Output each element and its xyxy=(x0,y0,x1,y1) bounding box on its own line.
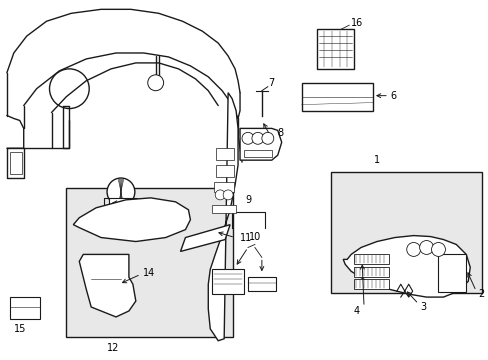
Text: 10: 10 xyxy=(248,231,261,242)
Polygon shape xyxy=(240,129,281,160)
Text: 1: 1 xyxy=(373,155,379,165)
Circle shape xyxy=(419,240,433,255)
Bar xyxy=(66,188,233,337)
Text: 9: 9 xyxy=(244,195,250,205)
Bar xyxy=(10,297,40,319)
Bar xyxy=(301,83,372,111)
Bar xyxy=(109,198,137,208)
Text: 6: 6 xyxy=(390,91,396,101)
Bar xyxy=(438,255,466,292)
Text: 13: 13 xyxy=(138,198,150,208)
Bar xyxy=(353,255,388,264)
Bar xyxy=(247,277,275,291)
Bar xyxy=(212,205,236,213)
Bar xyxy=(214,182,234,192)
Circle shape xyxy=(242,132,253,144)
Text: 3: 3 xyxy=(420,302,426,312)
Text: 4: 4 xyxy=(352,306,359,316)
Circle shape xyxy=(406,243,420,256)
Text: 2: 2 xyxy=(477,289,484,299)
Text: 7: 7 xyxy=(267,78,273,88)
Polygon shape xyxy=(208,93,238,341)
Bar xyxy=(317,29,353,69)
Text: 16: 16 xyxy=(350,18,363,28)
Polygon shape xyxy=(73,198,190,242)
Circle shape xyxy=(223,190,233,200)
Bar xyxy=(10,152,21,174)
Bar xyxy=(353,267,388,277)
Bar xyxy=(331,172,481,293)
Circle shape xyxy=(251,132,264,144)
Bar xyxy=(216,165,234,177)
Circle shape xyxy=(49,69,89,109)
Text: 14: 14 xyxy=(142,268,155,278)
Circle shape xyxy=(215,190,224,200)
Text: 11: 11 xyxy=(240,233,252,243)
Polygon shape xyxy=(180,225,230,251)
Circle shape xyxy=(262,132,273,144)
Text: 15: 15 xyxy=(14,324,26,334)
Text: 5: 5 xyxy=(118,222,124,232)
Circle shape xyxy=(431,243,445,256)
Bar xyxy=(353,279,388,289)
Bar xyxy=(212,269,244,294)
Polygon shape xyxy=(79,255,136,317)
Circle shape xyxy=(107,178,135,206)
Text: 8: 8 xyxy=(277,129,284,138)
Text: 12: 12 xyxy=(106,343,119,353)
Circle shape xyxy=(147,75,163,91)
Bar xyxy=(216,148,234,160)
Bar xyxy=(244,150,271,157)
Polygon shape xyxy=(343,235,469,297)
